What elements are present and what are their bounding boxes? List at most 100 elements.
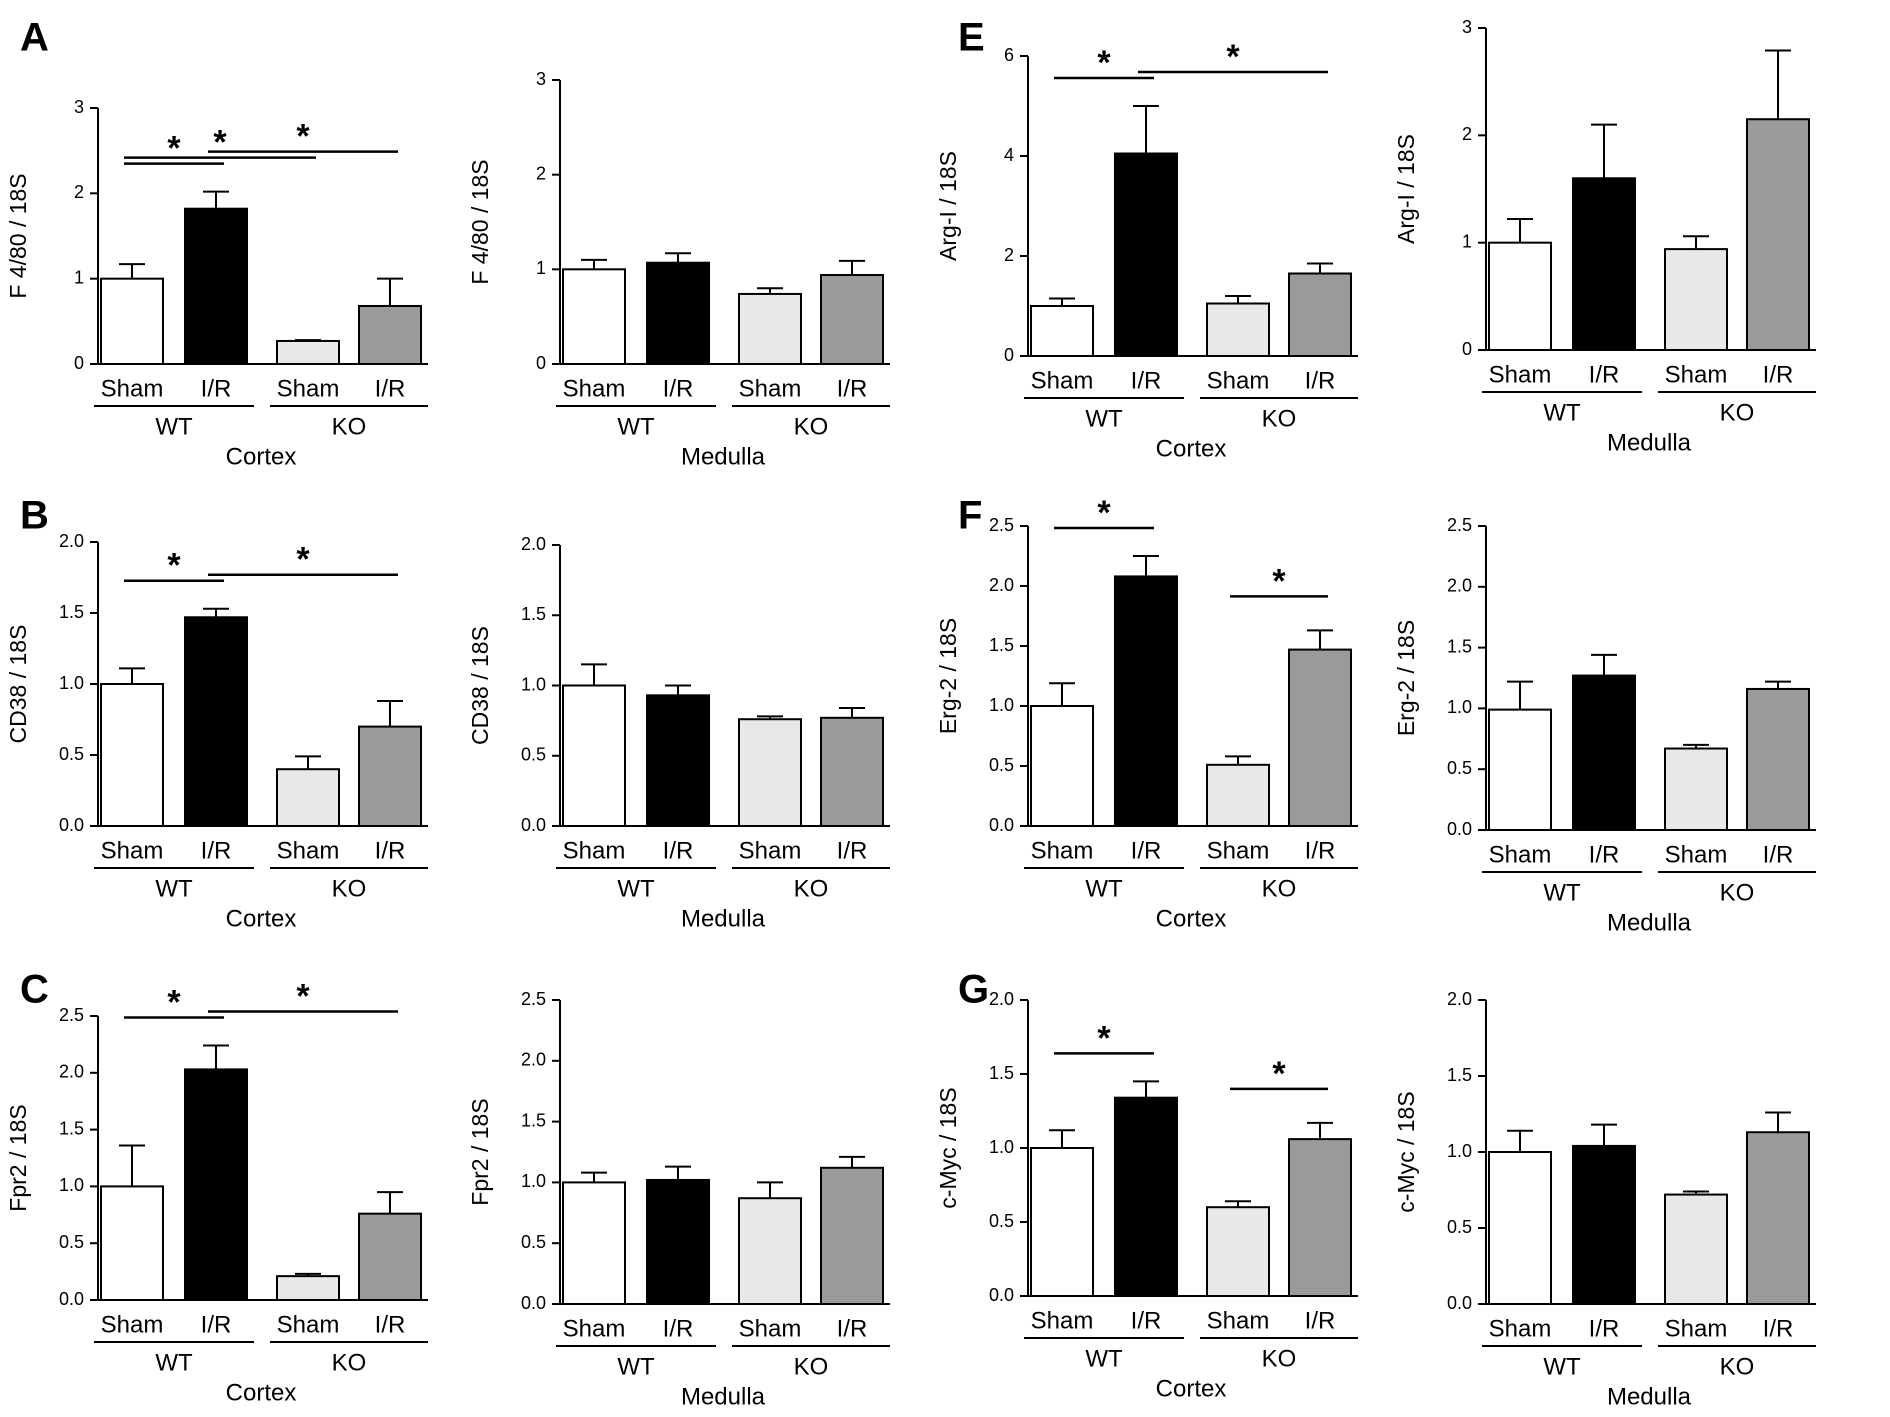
region-label: Medulla xyxy=(681,905,766,932)
y-tick-label: 0 xyxy=(74,353,84,373)
y-tick-label: 2.0 xyxy=(521,1050,546,1070)
group-label: WT xyxy=(1085,875,1123,902)
category-label: Sham xyxy=(1031,837,1094,864)
chart-G-medulla: 0.0 0.5 1.0 1.5 2.0 c-Myc / 18S Sham I/R Sham I/R… xyxy=(1393,989,1816,1410)
panel-letter: G xyxy=(958,968,989,1012)
category-label: I/R xyxy=(837,1315,868,1342)
y-tick-label: 0 xyxy=(536,353,546,373)
group-label: KO xyxy=(1262,1345,1297,1372)
group-label: KO xyxy=(1720,1353,1755,1380)
category-label: Sham xyxy=(1031,367,1094,394)
bar-sham-wt xyxy=(562,684,626,827)
bar-ir-wt xyxy=(1114,575,1178,828)
bar-ir-ko xyxy=(1288,272,1352,357)
significance-marker: * xyxy=(1272,1055,1286,1093)
bar-sham-ko xyxy=(1206,302,1270,357)
group-label: KO xyxy=(1720,879,1755,906)
y-tick-label: 1.0 xyxy=(989,695,1014,715)
significance-marker: * xyxy=(1226,38,1240,76)
y-tick-label: 0.5 xyxy=(989,1211,1014,1231)
y-axis-label: Arg-I / 18S xyxy=(1393,134,1419,244)
y-tick-label: 0.0 xyxy=(989,1285,1014,1305)
bar-sham-ko xyxy=(276,339,340,365)
y-tick-label: 2 xyxy=(536,163,546,183)
region-label: Cortex xyxy=(1156,905,1227,932)
bar-ir-ko xyxy=(1746,118,1810,351)
y-tick-label: 2.0 xyxy=(1447,576,1472,596)
group-label: WT xyxy=(617,1353,655,1380)
bar-ir-ko xyxy=(820,716,884,827)
y-tick-label: 0.5 xyxy=(989,755,1014,775)
chart-B-cortex: B 0.0 0.5 1.0 1.5 2.0 CD38 / 18S Sham I/R Sham I/R… xyxy=(5,494,428,932)
category-label: Sham xyxy=(1665,1315,1728,1342)
y-axis-label: CD38 / 18S xyxy=(467,626,493,745)
bar-sham-ko xyxy=(1664,248,1728,352)
chart-A-medulla: 0 1 2 3 F 4/80 / 18S Sham I/R Sham I/R WT KO Medull… xyxy=(467,69,890,470)
bar-ir-wt xyxy=(184,616,248,828)
y-tick-label: 2.5 xyxy=(1447,515,1472,535)
significance-marker: * xyxy=(213,124,227,162)
bar-sham-ko xyxy=(276,1275,340,1302)
bar-sham-ko xyxy=(276,768,340,828)
y-tick-label: 1.5 xyxy=(1447,636,1472,656)
group-label: WT xyxy=(155,1349,193,1376)
group-label: WT xyxy=(155,413,193,440)
y-tick-label: 0.0 xyxy=(521,815,546,835)
chart-C-cortex: C 0.0 0.5 1.0 1.5 2.0 2.5 Fpr2 / 18S Sham I/R Sham… xyxy=(5,968,428,1406)
region-label: Cortex xyxy=(1156,435,1227,462)
chart-C-medulla: 0.0 0.5 1.0 1.5 2.0 2.5 Fpr2 / 18S Sham I/R Sham I… xyxy=(467,989,890,1410)
group-label: KO xyxy=(332,875,367,902)
bar-sham-ko xyxy=(1206,1206,1270,1297)
y-tick-label: 2 xyxy=(1004,245,1014,265)
y-tick-label: 1.0 xyxy=(521,674,546,694)
y-tick-label: 1.5 xyxy=(59,1118,84,1138)
group-label: KO xyxy=(1720,399,1755,426)
category-label: Sham xyxy=(1489,841,1552,868)
panel-letter: B xyxy=(20,494,49,538)
y-axis-label: Erg-2 / 18S xyxy=(935,618,961,734)
group-label: WT xyxy=(617,413,655,440)
group-label: KO xyxy=(332,1349,367,1376)
group-label: KO xyxy=(794,875,829,902)
panel-letter: F xyxy=(958,494,982,538)
y-tick-label: 2.0 xyxy=(989,575,1014,595)
category-label: I/R xyxy=(201,1311,232,1338)
group-label: WT xyxy=(1543,399,1581,426)
bar-sham-wt xyxy=(1488,708,1552,832)
y-tick-label: 0.0 xyxy=(989,815,1014,835)
y-tick-label: 0.0 xyxy=(1447,819,1472,839)
region-label: Medulla xyxy=(681,1383,766,1410)
category-label: Sham xyxy=(1489,361,1552,388)
category-label: Sham xyxy=(101,375,164,402)
group-label: WT xyxy=(1085,1345,1123,1372)
significance-marker: * xyxy=(296,978,310,1016)
category-label: Sham xyxy=(739,375,802,402)
y-tick-label: 1.0 xyxy=(1447,697,1472,717)
category-label: Sham xyxy=(563,837,626,864)
category-label: I/R xyxy=(1589,1315,1620,1342)
group-label: WT xyxy=(1085,405,1123,432)
y-tick-label: 3 xyxy=(536,69,546,89)
region-label: Cortex xyxy=(226,443,297,470)
group-label: WT xyxy=(1543,879,1581,906)
bar-sham-ko xyxy=(1664,1193,1728,1306)
panel-letter: C xyxy=(20,968,49,1012)
bar-sham-wt xyxy=(100,683,164,827)
y-tick-label: 2.5 xyxy=(989,515,1014,535)
y-tick-label: 1.5 xyxy=(989,635,1014,655)
category-label: Sham xyxy=(739,1315,802,1342)
y-tick-label: 0 xyxy=(1462,339,1472,359)
category-label: I/R xyxy=(1763,1315,1794,1342)
y-tick-label: 2 xyxy=(1462,124,1472,144)
chart-E-cortex: E 0 2 4 6 Arg-I / 18S Sham I/R Sham I/R WT KO Cortex… xyxy=(935,16,1358,462)
y-tick-label: 1.0 xyxy=(1447,1141,1472,1161)
y-tick-label: 2.0 xyxy=(1447,989,1472,1009)
category-label: I/R xyxy=(663,375,694,402)
bar-ir-wt xyxy=(184,207,248,365)
y-tick-label: 4 xyxy=(1004,145,1014,165)
y-axis-label: F 4/80 / 18S xyxy=(5,173,31,298)
y-tick-label: 0.5 xyxy=(59,744,84,764)
y-tick-label: 1 xyxy=(536,258,546,278)
bar-ir-ko xyxy=(358,304,422,365)
